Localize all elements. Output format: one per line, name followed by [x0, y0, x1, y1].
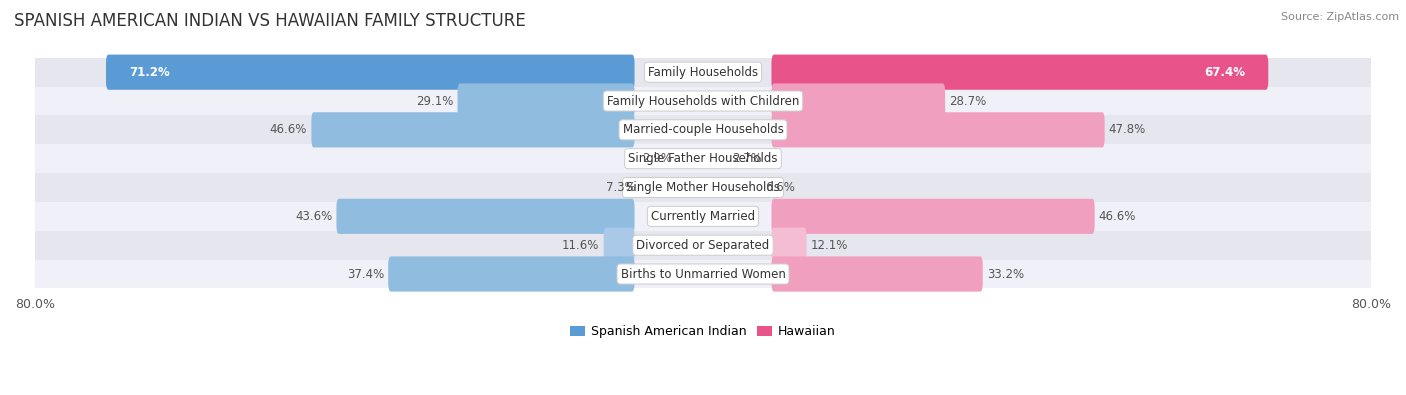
Legend: Spanish American Indian, Hawaiian: Spanish American Indian, Hawaiian	[565, 320, 841, 343]
Bar	[27, 202, 1379, 231]
Text: Family Households: Family Households	[648, 66, 758, 79]
Text: 46.6%: 46.6%	[1099, 210, 1136, 223]
FancyBboxPatch shape	[603, 228, 634, 263]
FancyBboxPatch shape	[457, 83, 634, 118]
Text: 12.1%: 12.1%	[811, 239, 848, 252]
Bar	[27, 87, 1379, 115]
Text: Single Mother Households: Single Mother Households	[626, 181, 780, 194]
FancyBboxPatch shape	[772, 228, 807, 263]
Text: 2.7%: 2.7%	[733, 152, 762, 165]
Bar	[27, 144, 1379, 173]
Text: 33.2%: 33.2%	[987, 267, 1024, 280]
Text: 67.4%: 67.4%	[1204, 66, 1244, 79]
Bar	[27, 260, 1379, 288]
Text: Divorced or Separated: Divorced or Separated	[637, 239, 769, 252]
Bar	[27, 58, 1379, 87]
FancyBboxPatch shape	[388, 256, 634, 292]
Text: Births to Unmarried Women: Births to Unmarried Women	[620, 267, 786, 280]
Text: 71.2%: 71.2%	[129, 66, 170, 79]
Text: SPANISH AMERICAN INDIAN VS HAWAIIAN FAMILY STRUCTURE: SPANISH AMERICAN INDIAN VS HAWAIIAN FAMI…	[14, 12, 526, 30]
Text: Family Households with Children: Family Households with Children	[607, 94, 799, 107]
FancyBboxPatch shape	[772, 55, 1268, 90]
FancyBboxPatch shape	[311, 112, 634, 147]
Bar	[27, 115, 1379, 144]
Text: Single Father Households: Single Father Households	[628, 152, 778, 165]
Text: 7.3%: 7.3%	[606, 181, 636, 194]
Text: Currently Married: Currently Married	[651, 210, 755, 223]
Text: 37.4%: 37.4%	[347, 267, 384, 280]
Text: Source: ZipAtlas.com: Source: ZipAtlas.com	[1281, 12, 1399, 22]
Text: 2.9%: 2.9%	[643, 152, 672, 165]
Text: 43.6%: 43.6%	[295, 210, 332, 223]
FancyBboxPatch shape	[336, 199, 634, 234]
FancyBboxPatch shape	[772, 112, 1105, 147]
FancyBboxPatch shape	[772, 256, 983, 292]
Text: 11.6%: 11.6%	[562, 239, 599, 252]
Text: 47.8%: 47.8%	[1109, 123, 1146, 136]
FancyBboxPatch shape	[772, 83, 945, 118]
Text: 28.7%: 28.7%	[949, 94, 987, 107]
Text: Married-couple Households: Married-couple Households	[623, 123, 783, 136]
FancyBboxPatch shape	[105, 55, 634, 90]
Bar	[27, 231, 1379, 260]
FancyBboxPatch shape	[772, 199, 1095, 234]
Text: 6.6%: 6.6%	[765, 181, 794, 194]
Bar	[27, 173, 1379, 202]
Text: 29.1%: 29.1%	[416, 94, 453, 107]
Text: 46.6%: 46.6%	[270, 123, 307, 136]
